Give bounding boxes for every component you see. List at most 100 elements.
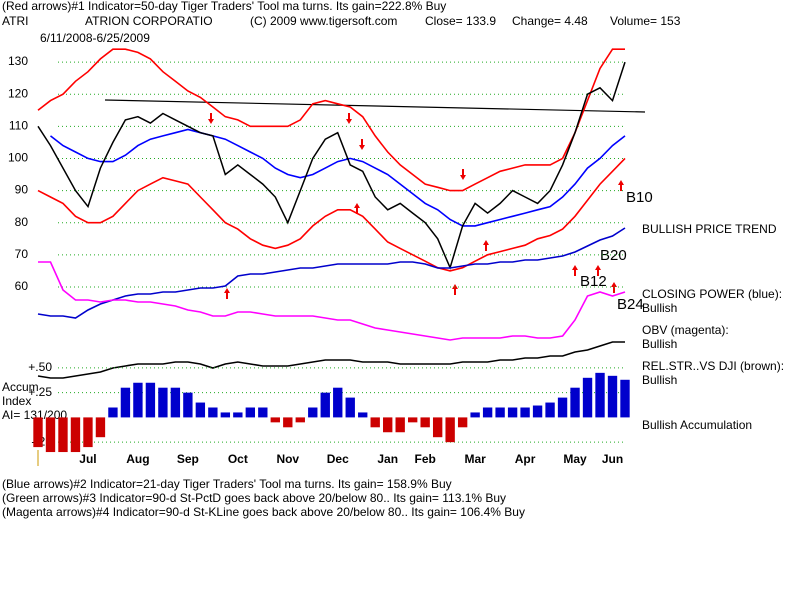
bar — [33, 417, 43, 448]
x-tick-label: Dec — [327, 452, 349, 466]
x-tick-label: Apr — [515, 452, 536, 466]
bar — [507, 407, 518, 418]
bar — [158, 387, 168, 418]
bar — [620, 379, 630, 418]
header-text: ATRI — [2, 14, 28, 28]
x-tick-label: Aug — [126, 452, 149, 466]
bar — [557, 397, 568, 418]
x-tick-label: Sep — [177, 452, 199, 466]
bar — [370, 417, 380, 428]
bar — [532, 405, 543, 418]
header-text: ATRION CORPORATIO — [85, 14, 213, 28]
bar — [133, 382, 143, 418]
x-tick-label: Jul — [79, 452, 96, 466]
bar — [432, 417, 443, 438]
y-tick-label: 110 — [9, 118, 28, 132]
line — [37, 341, 625, 379]
line — [37, 48, 625, 192]
signal-arrows — [208, 113, 624, 299]
y-tick-label: 80 — [15, 215, 29, 229]
line — [38, 261, 626, 341]
bar — [145, 382, 156, 418]
line — [37, 157, 626, 272]
bar — [295, 417, 305, 423]
y-tick-label: 60 — [15, 279, 29, 293]
y-tick-label: 70 — [15, 247, 29, 261]
bar — [495, 407, 505, 418]
y-tick-label: 130 — [8, 54, 28, 68]
x-tick-label: May — [563, 452, 587, 466]
legend-status: Bullish — [642, 373, 677, 387]
footnote: (Blue arrows)#2 Indicator=21-day Tiger T… — [2, 477, 452, 491]
bar — [170, 387, 181, 418]
annotation: B12 — [580, 273, 607, 290]
x-tick-label: Jun — [602, 452, 623, 466]
annotation: B24 — [617, 296, 644, 313]
bar — [395, 417, 405, 433]
bar — [470, 412, 480, 418]
footnote: (Magenta arrows)#4 Indicator=90-d St-KLi… — [2, 505, 525, 519]
legend-status: Bullish — [642, 301, 677, 315]
bar — [258, 407, 268, 418]
legend-label: OBV (magenta): — [642, 323, 729, 337]
header-text: (C) 2009 www.tigersoft.com — [250, 14, 397, 28]
y-tick-label: +.50 — [28, 360, 52, 374]
legend-label: CLOSING POWER (blue): — [642, 287, 782, 301]
bar — [283, 417, 293, 428]
line — [50, 128, 626, 227]
bar — [383, 417, 393, 433]
bar — [407, 417, 418, 423]
bar — [520, 407, 530, 418]
line — [37, 61, 626, 270]
bar — [333, 387, 343, 418]
header-text: Volume= 153 — [610, 14, 681, 28]
x-tick-label: Nov — [276, 452, 299, 466]
bar — [358, 412, 368, 418]
annotation: B10 — [626, 189, 653, 206]
x-tick-label: Oct — [228, 452, 248, 466]
y-tick-label: +.25 — [28, 385, 52, 399]
annotation: BULLISH PRICE TREND — [642, 222, 777, 236]
bar — [83, 417, 93, 448]
line — [37, 227, 626, 319]
bar — [345, 397, 355, 418]
legend-label: REL.STR..VS DJI (brown): — [642, 359, 784, 373]
annotation: B20 — [600, 247, 627, 264]
bar — [58, 417, 68, 453]
date-range: 6/11/2008-6/25/2009 — [40, 31, 150, 45]
bar — [545, 402, 555, 418]
bar — [220, 412, 231, 418]
bar — [233, 412, 243, 418]
legend-status: Bullish — [642, 337, 677, 351]
bar — [445, 417, 455, 443]
bar — [482, 407, 493, 418]
y-tick-label: 90 — [15, 183, 29, 197]
bar — [595, 372, 605, 418]
panel-label: Index — [2, 394, 31, 408]
footnote: (Green arrows)#3 Indicator=90-d St-PctD … — [2, 491, 506, 505]
bar — [607, 375, 618, 418]
y-tick-label: 120 — [8, 86, 28, 100]
bar — [183, 392, 193, 418]
bar — [95, 417, 106, 438]
bar — [245, 407, 256, 418]
bar — [270, 417, 280, 423]
bar — [420, 417, 430, 428]
header-text: Close= 133.9 — [425, 14, 496, 28]
panel-label: Accum — [2, 380, 39, 394]
y-tick-label: 100 — [8, 151, 28, 165]
header-text: Change= 4.48 — [512, 14, 588, 28]
chart-title: (Red arrows)#1 Indicator=50-day Tiger Tr… — [2, 0, 446, 13]
bar — [308, 407, 318, 418]
bar — [120, 387, 131, 418]
bar — [457, 417, 468, 428]
x-tick-label: Feb — [414, 452, 435, 466]
x-tick-label: Jan — [377, 452, 398, 466]
bar — [582, 377, 593, 418]
bar — [320, 392, 330, 418]
trend-line — [104, 99, 646, 113]
bar — [570, 387, 580, 418]
x-tick-label: Mar — [464, 452, 486, 466]
